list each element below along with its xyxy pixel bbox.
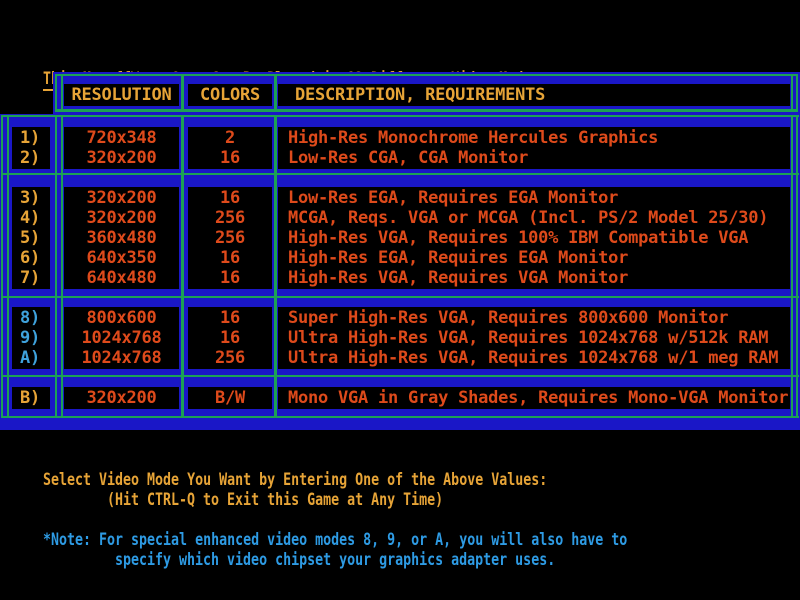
- grid-line: [181, 115, 184, 418]
- grid-line: [1, 296, 799, 298]
- grid-line: [274, 115, 277, 418]
- mode-row-label: 5): [20, 228, 41, 248]
- grid-line: [55, 74, 798, 76]
- mode-label-cell: B): [12, 387, 50, 409]
- mode-resolution-cell: 720x348 320x200: [64, 127, 179, 169]
- mode-colors-cell: 2 16: [188, 127, 272, 169]
- header-resolution-cell: RESOLUTION: [64, 84, 179, 106]
- mode-row-label: 9): [20, 328, 41, 348]
- mode-row-colors: 16: [219, 148, 240, 168]
- note-line-2: specify which video chipset your graphic…: [74, 530, 678, 570]
- mode-row-description: Ultra High-Res VGA, Requires 1024x768 w/…: [288, 348, 779, 368]
- mode-row-colors: 16: [219, 188, 240, 208]
- grid-line: [61, 115, 63, 418]
- mode-row-resolution: 320x200: [86, 188, 157, 208]
- mode-row-colors: 16: [219, 328, 240, 348]
- mode-row-colors: 256: [214, 208, 245, 228]
- mode-row-colors: 256: [214, 228, 245, 248]
- table-header-panel: RESOLUTION COLORS DESCRIPTION, REQUIREME…: [53, 72, 800, 114]
- mode-row-colors: B/W: [214, 388, 245, 408]
- mode-row-label: 1): [20, 128, 41, 148]
- mode-colors-cell: B/W: [188, 387, 272, 409]
- mode-resolution-cell: 320x200: [64, 387, 179, 409]
- page-title: This MoraffWare Game Can Be Played in 12…: [2, 49, 688, 91]
- mode-row-label: 3): [20, 188, 41, 208]
- select-prompt: Select Video Mode You Want by Entering O…: [2, 450, 688, 490]
- mode-row-resolution: 320x200: [86, 388, 157, 408]
- grid-line: [1, 115, 799, 117]
- exit-hint-text: (Hit CTRL-Q to Exit this Game at Any Tim…: [106, 490, 444, 510]
- mode-row-description: High-Res VGA, Requires 100% IBM Compatib…: [288, 228, 749, 248]
- mode-row-resolution: 640x480: [86, 268, 157, 288]
- mode-row-label: A): [20, 348, 41, 368]
- mode-row-description: MCGA, Reqs. VGA or MCGA (Incl. PS/2 Mode…: [288, 208, 769, 228]
- header-description-label: DESCRIPTION, REQUIREMENTS: [295, 85, 546, 105]
- mode-row-resolution: 640x350: [86, 248, 157, 268]
- grid-line: [181, 74, 184, 112]
- grid-line: [1, 416, 799, 418]
- mode-row-label: 2): [20, 148, 41, 168]
- mode-description-cell: High-Res Monochrome Hercules Graphics Low…: [278, 127, 790, 169]
- grid-line: [55, 74, 57, 112]
- mode-row-resolution: 320x200: [86, 148, 157, 168]
- header-colors-label: COLORS: [199, 85, 261, 105]
- mode-row-description: Low-Res CGA, CGA Monitor: [288, 148, 529, 168]
- grid-line: [55, 115, 57, 418]
- mode-row-colors: 16: [219, 248, 240, 268]
- mode-resolution-cell: 800x600 1024x768 1024x768: [64, 307, 179, 369]
- grid-line: [796, 74, 798, 112]
- grid-line: [791, 74, 793, 112]
- mode-label-cell: 1) 2): [12, 127, 50, 169]
- grid-line: [791, 115, 793, 418]
- note-line-1: *Note: For special enhanced video modes …: [2, 510, 790, 550]
- mode-colors-cell: 16 16 256: [188, 307, 272, 369]
- mode-row-label: B): [20, 388, 41, 408]
- exit-hint: (Hit CTRL-Q to Exit this Game at Any Tim…: [66, 470, 537, 510]
- grid-line: [274, 74, 277, 112]
- mode-label-cell: 3) 4) 5) 6) 7): [12, 187, 50, 289]
- grid-line: [61, 74, 63, 112]
- mode-row-label: 4): [20, 208, 41, 228]
- note-line-2-text: specify which video chipset your graphic…: [114, 550, 556, 570]
- table-body-panel: 1) 2) 720x348 320x200 2 16 High-Res Monochrome…: [0, 114, 800, 430]
- mode-row-description: Low-Res EGA, Requires EGA Monitor: [288, 188, 619, 208]
- mode-resolution-cell: 320x200 320x200 360x480 640x350 640x480: [64, 187, 179, 289]
- mode-row-label: 8): [20, 308, 41, 328]
- grid-line: [796, 115, 798, 418]
- mode-row-description: Mono VGA in Gray Shades, Requires Mono-V…: [288, 388, 789, 408]
- mode-row-resolution: 320x200: [86, 208, 157, 228]
- grid-line: [1, 375, 799, 377]
- mode-row-label: 7): [20, 268, 41, 288]
- mode-row-resolution: 1024x768: [81, 348, 162, 368]
- mode-row-label: 6): [20, 248, 41, 268]
- mode-row-resolution: 720x348: [86, 128, 157, 148]
- header-resolution-label: RESOLUTION: [71, 85, 172, 105]
- mode-row-description: Ultra High-Res VGA, Requires 1024x768 w/…: [288, 328, 769, 348]
- grid-line: [1, 115, 3, 418]
- mode-row-resolution: 800x600: [86, 308, 157, 328]
- mode-description-cell: Super High-Res VGA, Requires 800x600 Mon…: [278, 307, 790, 369]
- header-description-cell: DESCRIPTION, REQUIREMENTS: [278, 84, 790, 106]
- grid-line: [55, 109, 798, 112]
- mode-row-description: Super High-Res VGA, Requires 800x600 Mon…: [288, 308, 729, 328]
- mode-row-colors: 256: [214, 348, 245, 368]
- mode-colors-cell: 16 256 256 16 16: [188, 187, 272, 289]
- select-prompt-text: Select Video Mode You Want by Entering O…: [42, 470, 548, 490]
- mode-row-resolution: 1024x768: [81, 328, 162, 348]
- mode-description-cell: Low-Res EGA, Requires EGA Monitor MCGA, R…: [278, 187, 790, 289]
- mode-row-colors: 16: [219, 268, 240, 288]
- mode-label-cell: 8) 9) A): [12, 307, 50, 369]
- mode-row-description: High-Res Monochrome Hercules Graphics: [288, 128, 659, 148]
- mode-description-cell: Mono VGA in Gray Shades, Requires Mono-V…: [278, 387, 790, 409]
- grid-line: [1, 173, 799, 175]
- mode-row-description: High-Res VGA, Requires VGA Monitor: [288, 268, 629, 288]
- header-colors-cell: COLORS: [188, 84, 272, 106]
- mode-row-colors: 16: [219, 308, 240, 328]
- note-line-1-text: *Note: For special enhanced video modes …: [42, 530, 628, 550]
- grid-line: [7, 115, 9, 418]
- mode-row-description: High-Res EGA, Requires EGA Monitor: [288, 248, 629, 268]
- mode-row-colors: 2: [224, 128, 235, 148]
- mode-row-resolution: 360x480: [86, 228, 157, 248]
